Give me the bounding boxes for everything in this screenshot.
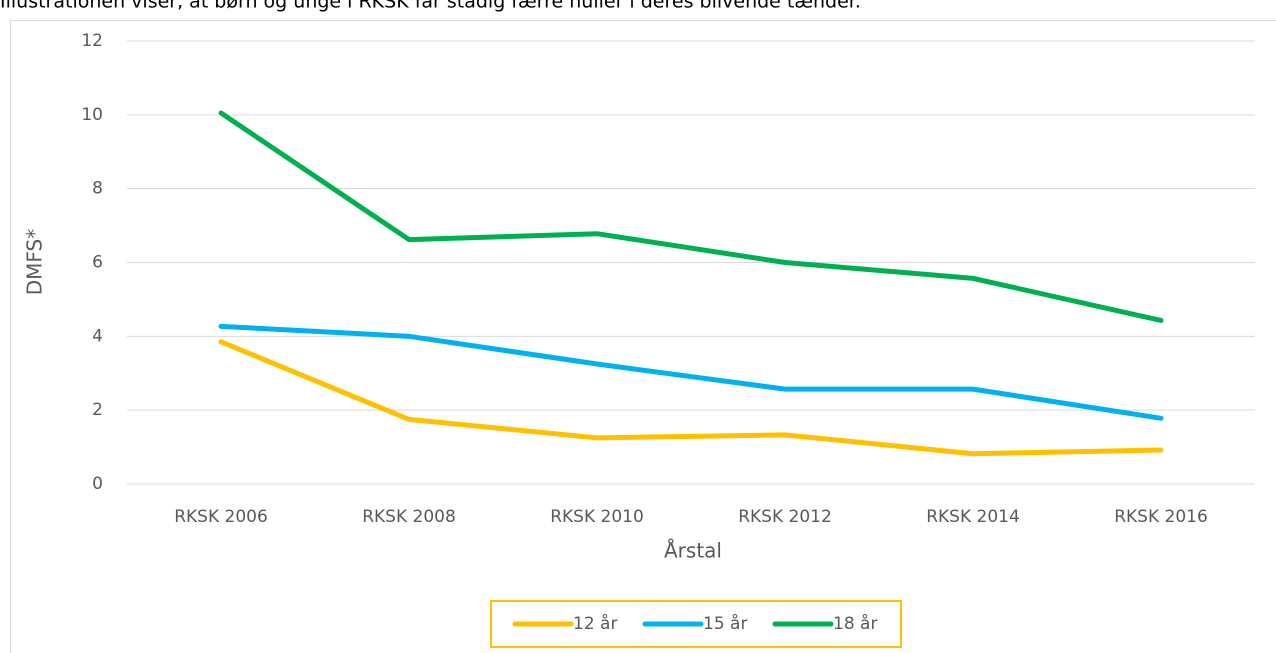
x-tick-label: RKSK 2012 bbox=[738, 507, 832, 527]
x-tick-label: RKSK 2010 bbox=[550, 507, 644, 527]
legend-label: 15 år bbox=[703, 613, 747, 634]
x-tick-label: RKSK 2014 bbox=[926, 507, 1020, 527]
legend-label: 12 år bbox=[573, 613, 617, 634]
y-tick-label: 12 bbox=[81, 31, 103, 51]
y-axis-title: DMFS* bbox=[23, 229, 47, 296]
y-tick-label: 4 bbox=[92, 326, 103, 346]
y-tick-label: 2 bbox=[92, 400, 103, 420]
y-tick-label: 6 bbox=[92, 253, 103, 273]
x-tick-label: RKSK 2006 bbox=[174, 507, 268, 527]
line-series bbox=[218, 110, 1164, 323]
x-axis-title: Årstal bbox=[664, 539, 722, 563]
y-tick-label: 0 bbox=[92, 474, 103, 494]
x-tick-label: RKSK 2016 bbox=[1114, 507, 1208, 527]
legend-label: 18 år bbox=[833, 613, 877, 634]
line-series bbox=[218, 323, 1164, 421]
y-tick-label: 10 bbox=[81, 105, 103, 125]
line-series bbox=[218, 339, 1164, 457]
caption: Illustrationen viser, at børn og unge i … bbox=[0, 0, 861, 13]
x-tick-label: RKSK 2008 bbox=[362, 507, 456, 527]
y-tick-label: 8 bbox=[92, 179, 103, 199]
